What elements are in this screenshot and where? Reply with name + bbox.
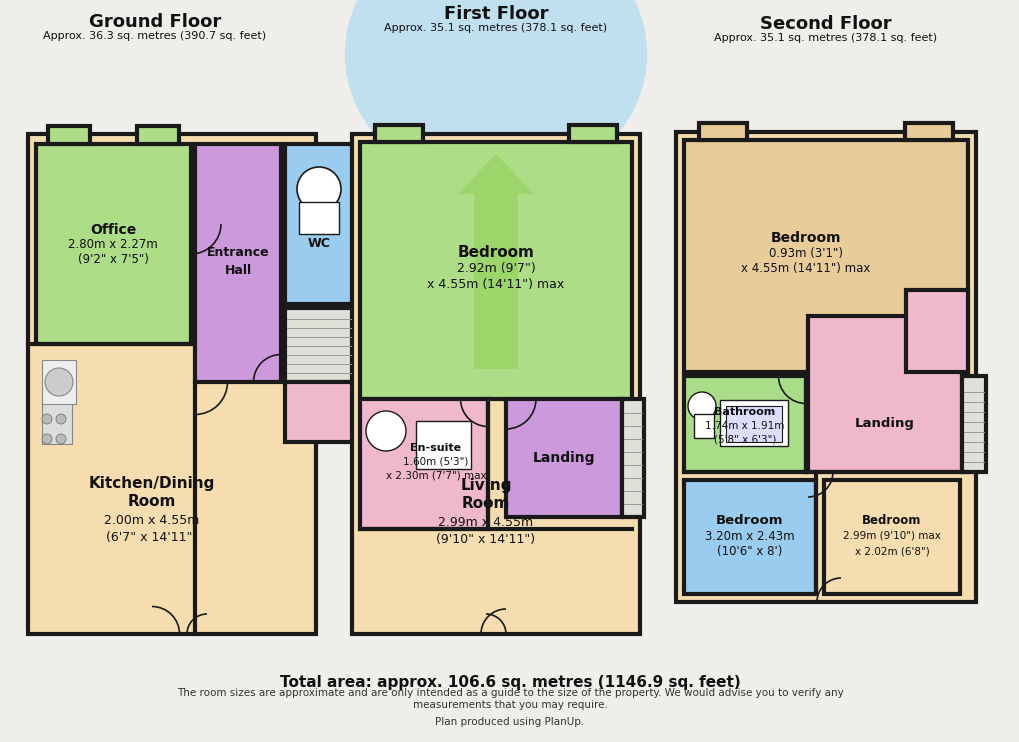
Text: 2.92m (9'7"): 2.92m (9'7") bbox=[457, 263, 535, 275]
Text: Living: Living bbox=[460, 479, 512, 493]
Bar bbox=[42, 360, 76, 404]
Bar bbox=[284, 308, 353, 382]
Text: Ground Floor: Ground Floor bbox=[89, 13, 221, 31]
Circle shape bbox=[688, 392, 715, 420]
Text: x 2.30m (7'7") max: x 2.30m (7'7") max bbox=[385, 471, 486, 481]
Text: 2.99m x 4.55m: 2.99m x 4.55m bbox=[438, 516, 533, 530]
Bar bbox=[905, 290, 967, 372]
Text: Kitchen/Dining: Kitchen/Dining bbox=[89, 476, 215, 491]
Bar bbox=[284, 144, 353, 304]
Bar bbox=[42, 389, 72, 444]
Bar bbox=[375, 125, 423, 142]
Ellipse shape bbox=[344, 0, 647, 189]
Text: 1.74m x 1.91m: 1.74m x 1.91m bbox=[704, 421, 784, 431]
Bar bbox=[569, 125, 616, 142]
Bar bbox=[137, 126, 178, 144]
Bar bbox=[622, 399, 643, 517]
Text: 0.93m (3'1"): 0.93m (3'1") bbox=[768, 248, 842, 260]
Bar bbox=[676, 132, 975, 602]
Bar bbox=[48, 126, 90, 144]
Bar bbox=[36, 144, 191, 344]
Bar bbox=[28, 134, 316, 634]
Text: x 2.02m (6'8"): x 2.02m (6'8") bbox=[854, 546, 928, 556]
Text: x 4.55m (14'11") max: x 4.55m (14'11") max bbox=[741, 263, 870, 275]
Bar bbox=[284, 382, 353, 442]
Text: Bedroom: Bedroom bbox=[715, 513, 783, 527]
Text: Bedroom: Bedroom bbox=[861, 513, 921, 527]
Bar bbox=[693, 414, 713, 438]
Bar bbox=[195, 144, 280, 382]
Text: Approx. 35.1 sq. metres (378.1 sq. feet): Approx. 35.1 sq. metres (378.1 sq. feet) bbox=[713, 33, 936, 43]
Circle shape bbox=[366, 411, 406, 451]
Text: Approx. 36.3 sq. metres (390.7 sq. feet): Approx. 36.3 sq. metres (390.7 sq. feet) bbox=[44, 31, 266, 41]
Bar bbox=[684, 140, 967, 372]
Text: Landing: Landing bbox=[532, 451, 595, 465]
Text: Landing: Landing bbox=[854, 418, 914, 430]
Text: (9'2" x 7'5"): (9'2" x 7'5") bbox=[77, 254, 149, 266]
Text: Office: Office bbox=[90, 223, 136, 237]
Text: Bedroom: Bedroom bbox=[458, 246, 534, 260]
Text: Room: Room bbox=[127, 494, 176, 510]
Circle shape bbox=[56, 414, 66, 424]
Text: 2.00m x 4.55m: 2.00m x 4.55m bbox=[104, 514, 200, 528]
Text: Approx. 35.1 sq. metres (378.1 sq. feet): Approx. 35.1 sq. metres (378.1 sq. feet) bbox=[384, 23, 607, 33]
Text: 2.80m x 2.27m: 2.80m x 2.27m bbox=[68, 238, 158, 252]
Bar bbox=[684, 480, 815, 594]
Bar bbox=[726, 406, 782, 442]
Text: The room sizes are approximate and are only intended as a guide to the size of t: The room sizes are approximate and are o… bbox=[176, 688, 843, 710]
Text: En-suite: En-suite bbox=[410, 443, 462, 453]
Text: 2.99m (9'10") max: 2.99m (9'10") max bbox=[843, 531, 940, 541]
Circle shape bbox=[42, 414, 52, 424]
Circle shape bbox=[297, 167, 340, 211]
Text: First Floor: First Floor bbox=[443, 5, 548, 23]
Text: Bedroom: Bedroom bbox=[770, 231, 841, 245]
Text: (5'8" x 6'3"): (5'8" x 6'3") bbox=[713, 435, 775, 445]
Text: (9'10" x 14'11"): (9'10" x 14'11") bbox=[436, 533, 535, 545]
Text: Sales and Lettings: Sales and Lettings bbox=[247, 396, 533, 427]
Text: Total area: approx. 106.6 sq. metres (1146.9 sq. feet): Total area: approx. 106.6 sq. metres (11… bbox=[279, 674, 740, 689]
Bar bbox=[719, 400, 788, 446]
Polygon shape bbox=[458, 154, 534, 369]
Text: 1.60m (5'3"): 1.60m (5'3") bbox=[403, 457, 468, 467]
Text: Second Floor: Second Floor bbox=[759, 15, 891, 33]
Text: (6'7" x 14'11"): (6'7" x 14'11") bbox=[106, 531, 198, 543]
Text: Hall: Hall bbox=[224, 264, 252, 278]
Bar bbox=[961, 376, 985, 472]
Bar bbox=[352, 134, 639, 634]
Text: (10'6" x 8'): (10'6" x 8') bbox=[716, 545, 782, 557]
Bar bbox=[416, 421, 471, 469]
Bar bbox=[904, 123, 952, 140]
Text: Tris’air: Tris’air bbox=[249, 315, 530, 389]
Bar bbox=[505, 399, 622, 517]
Bar bbox=[684, 376, 805, 472]
Bar bbox=[698, 123, 746, 140]
Text: Bathroom: Bathroom bbox=[713, 407, 774, 417]
Bar bbox=[360, 399, 487, 529]
Text: x 4.55m (14'11") max: x 4.55m (14'11") max bbox=[427, 278, 565, 292]
Bar bbox=[360, 142, 632, 399]
Text: Entrance: Entrance bbox=[207, 246, 269, 260]
Text: Plan produced using PlanUp.: Plan produced using PlanUp. bbox=[435, 717, 584, 727]
Circle shape bbox=[42, 434, 52, 444]
Text: Room: Room bbox=[462, 496, 510, 511]
Bar bbox=[299, 202, 338, 234]
Circle shape bbox=[45, 368, 73, 396]
Text: WC: WC bbox=[308, 237, 330, 251]
Text: 3.20m x 2.43m: 3.20m x 2.43m bbox=[704, 530, 794, 542]
Circle shape bbox=[56, 434, 66, 444]
Bar bbox=[807, 316, 961, 472]
Bar bbox=[823, 480, 959, 594]
